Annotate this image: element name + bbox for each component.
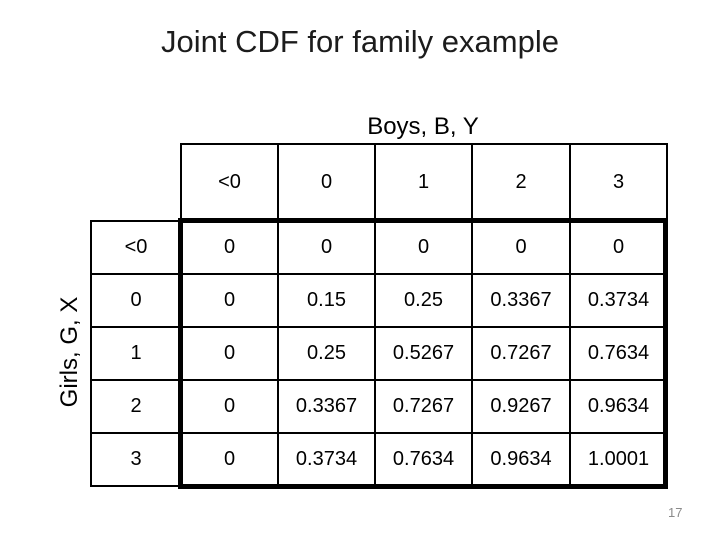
data-cell: 0 bbox=[180, 326, 279, 381]
data-cell: 0.7267 bbox=[471, 326, 571, 381]
data-cell: 0.5267 bbox=[374, 326, 473, 381]
cdf-table: <0 0 1 2 3 <0 0 0 0 0 0 0 0 0.15 bbox=[90, 143, 668, 487]
data-cell: 0.3734 bbox=[569, 273, 668, 328]
data-cell: 0 bbox=[180, 432, 279, 487]
row-header-cell: <0 bbox=[90, 220, 182, 275]
row-header-cell: 0 bbox=[90, 273, 182, 328]
table-row: 2 0 0.3367 0.7267 0.9267 0.9634 bbox=[90, 379, 668, 434]
data-cell: 0.9634 bbox=[569, 379, 668, 434]
slide-title: Joint CDF for family example bbox=[161, 24, 559, 59]
data-cell: 0.15 bbox=[277, 273, 376, 328]
data-cell: 0.3367 bbox=[471, 273, 571, 328]
row-header-cell: 3 bbox=[90, 432, 182, 487]
data-cell: 0.3734 bbox=[277, 432, 376, 487]
table-row: 0 0 0.15 0.25 0.3367 0.3734 bbox=[90, 273, 668, 328]
column-header-cell: 2 bbox=[471, 143, 571, 222]
table-row: 3 0 0.3734 0.7634 0.9634 1.0001 bbox=[90, 432, 668, 487]
row-header-cell: 1 bbox=[90, 326, 182, 381]
data-cell: 0 bbox=[374, 220, 473, 275]
column-header-cell: <0 bbox=[180, 143, 279, 222]
data-cell: 0 bbox=[180, 379, 279, 434]
data-cell: 0 bbox=[180, 220, 279, 275]
table-row: 1 0 0.25 0.5267 0.7267 0.7634 bbox=[90, 326, 668, 381]
row-group-label: Girls, G, X bbox=[56, 296, 83, 408]
data-cell: 0.3367 bbox=[277, 379, 376, 434]
table-row: <0 0 0 0 0 0 bbox=[90, 220, 668, 275]
data-cell: 0 bbox=[277, 220, 376, 275]
data-cell: 0.7634 bbox=[374, 432, 473, 487]
column-header-cell: 3 bbox=[569, 143, 668, 222]
column-group-label: Boys, B, Y bbox=[367, 113, 479, 140]
data-cell: 0.7267 bbox=[374, 379, 473, 434]
column-header-row: <0 0 1 2 3 bbox=[91, 143, 668, 222]
joint-cdf-table: <0 0 1 2 3 <0 0 0 0 0 0 0 0 0.15 bbox=[90, 143, 668, 489]
data-cell: 0.25 bbox=[374, 273, 473, 328]
page-number: 17 bbox=[668, 505, 683, 520]
data-cell: 0 bbox=[180, 273, 279, 328]
data-cell: 0 bbox=[569, 220, 668, 275]
data-cell: 0.7634 bbox=[569, 326, 668, 381]
row-header-cell: 2 bbox=[90, 379, 182, 434]
data-cell: 0.9267 bbox=[471, 379, 571, 434]
column-header-cell: 0 bbox=[277, 143, 376, 222]
corner-cell bbox=[91, 144, 181, 221]
data-cell: 0.25 bbox=[277, 326, 376, 381]
data-cell: 0 bbox=[471, 220, 571, 275]
data-cell: 0.9634 bbox=[471, 432, 571, 487]
column-header-cell: 1 bbox=[374, 143, 473, 222]
data-cell: 1.0001 bbox=[569, 432, 668, 487]
